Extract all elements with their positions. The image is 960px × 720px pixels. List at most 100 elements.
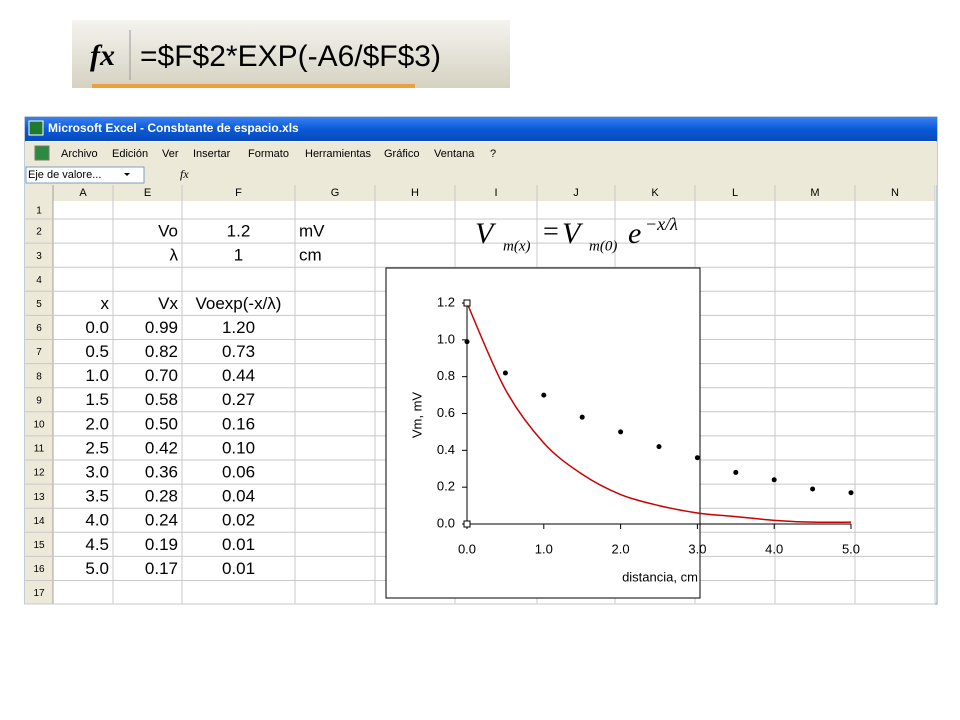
row-header[interactable]: 10 (33, 419, 45, 430)
cell[interactable]: 1 (234, 246, 243, 265)
fx-button[interactable]: fx (180, 167, 189, 181)
cell[interactable]: 0.99 (145, 318, 178, 337)
row-header[interactable]: 9 (36, 395, 42, 406)
cell[interactable]: 0.73 (222, 342, 255, 361)
cell[interactable]: 0.04 (222, 487, 255, 506)
cell[interactable]: 0.36 (145, 463, 178, 482)
menu-item[interactable]: Gráfico (384, 148, 419, 160)
x-tick-label: 1.0 (535, 541, 553, 556)
cell[interactable]: 4.0 (85, 511, 109, 530)
y-tick-label: 0.0 (437, 515, 455, 530)
cell[interactable]: 3.0 (85, 463, 109, 482)
cell[interactable]: 5.0 (85, 559, 109, 578)
cell[interactable]: 3.5 (85, 487, 109, 506)
row-header[interactable]: 8 (36, 371, 42, 382)
cell[interactable]: 0.24 (145, 511, 178, 530)
menu-item[interactable]: Ventana (434, 148, 475, 160)
row-header[interactable]: 15 (33, 540, 45, 551)
selection-handle[interactable] (463, 299, 471, 307)
formula-text: =$F$2*EXP(-A6/$F$3) (140, 40, 441, 73)
menu-item[interactable]: Ver (162, 148, 179, 160)
dropdown-arrow[interactable] (124, 173, 130, 176)
cell[interactable]: 0.16 (222, 414, 255, 433)
y-axis-title: Vm, mV (409, 392, 424, 439)
column-header[interactable]: G (331, 187, 340, 199)
chart-area (385, 267, 701, 599)
column-header[interactable]: M (810, 187, 819, 199)
cell[interactable]: 0.5 (85, 342, 109, 361)
column-header[interactable]: I (494, 187, 497, 199)
cell[interactable]: 0.17 (145, 559, 178, 578)
name-box[interactable] (25, 166, 145, 184)
cell[interactable]: 1.20 (222, 318, 255, 337)
cell[interactable]: 0.58 (145, 390, 178, 409)
column-header[interactable]: K (651, 187, 659, 199)
cell[interactable]: λ (170, 246, 179, 265)
cell[interactable]: 1.0 (85, 366, 109, 385)
cell[interactable]: 0.82 (145, 342, 178, 361)
data-point (694, 455, 700, 461)
cell[interactable]: 0.10 (222, 438, 255, 457)
row-header[interactable]: 11 (34, 444, 45, 455)
cell[interactable]: 0.44 (222, 366, 255, 385)
cell[interactable]: x (101, 294, 110, 313)
row-header[interactable]: 13 (33, 492, 45, 503)
cell[interactable]: 0.42 (145, 438, 178, 457)
cell[interactable]: mV (299, 222, 325, 241)
menu-item[interactable]: Formato (248, 148, 289, 160)
row-header[interactable]: 17 (33, 588, 45, 599)
cell[interactable]: 2.0 (85, 414, 109, 433)
cell[interactable]: Vo (158, 222, 178, 241)
cell[interactable]: 0.01 (222, 559, 255, 578)
row-header[interactable]: 4 (36, 275, 42, 286)
formula-bar (25, 165, 937, 185)
column-header[interactable]: J (573, 187, 579, 199)
data-point (733, 469, 739, 475)
cell[interactable]: 0.28 (145, 487, 178, 506)
row-header[interactable]: 7 (36, 347, 42, 358)
doc-icon[interactable] (34, 145, 50, 161)
cell[interactable]: Vx (158, 294, 178, 313)
app-icon (28, 120, 44, 136)
menu-item[interactable]: Edición (112, 148, 148, 160)
cell[interactable]: 0.02 (222, 511, 255, 530)
column-header[interactable]: A (79, 187, 87, 199)
cell[interactable]: 0.50 (145, 414, 178, 433)
row-header[interactable]: 16 (33, 564, 45, 575)
fit-curve (466, 302, 852, 524)
eq-sub: m(x) (503, 238, 530, 254)
selection-handle[interactable] (463, 520, 471, 528)
row-header[interactable]: 6 (36, 323, 42, 334)
column-header[interactable]: N (891, 187, 899, 199)
cell[interactable]: cm (299, 246, 322, 265)
column-header[interactable]: F (235, 187, 242, 199)
cell[interactable]: 4.5 (85, 535, 109, 554)
row-header[interactable]: 14 (33, 516, 45, 527)
column-header[interactable]: L (732, 187, 738, 199)
row-header[interactable]: 12 (33, 468, 45, 479)
cell[interactable]: Voexp(-x/λ) (196, 294, 282, 313)
row-header[interactable]: 2 (36, 227, 42, 238)
column-header[interactable]: H (411, 187, 419, 199)
cell[interactable]: 0.01 (222, 535, 255, 554)
chart[interactable]: 0.0 0.2 0.4 0.6 0.8 1.0 1.2 0.0 1.0 2.0 3.0 4.0 5.0 d… (385, 267, 860, 599)
cell[interactable]: 1.2 (227, 222, 251, 241)
row-header[interactable]: 1 (36, 206, 42, 217)
x-axis-title: distancia, cm (622, 569, 698, 584)
cell[interactable]: 0.27 (222, 390, 255, 409)
menu-item[interactable]: Archivo (61, 148, 98, 160)
row-header[interactable]: 5 (36, 299, 42, 310)
cell[interactable]: 0.0 (85, 318, 109, 337)
column-header[interactable]: E (144, 187, 151, 199)
cell[interactable]: 0.19 (145, 535, 178, 554)
cell[interactable]: 0.70 (145, 366, 178, 385)
menu-item[interactable]: Herramientas (305, 148, 372, 160)
cell[interactable]: 2.5 (85, 438, 109, 457)
menu-item[interactable]: Insertar (193, 148, 231, 160)
data-point (464, 339, 470, 345)
menu-item[interactable]: ? (490, 148, 496, 160)
cell[interactable]: 1.5 (85, 390, 109, 409)
row-header[interactable]: 3 (36, 251, 42, 262)
cell[interactable]: 0.06 (222, 463, 255, 482)
formula-zoom (72, 20, 510, 88)
